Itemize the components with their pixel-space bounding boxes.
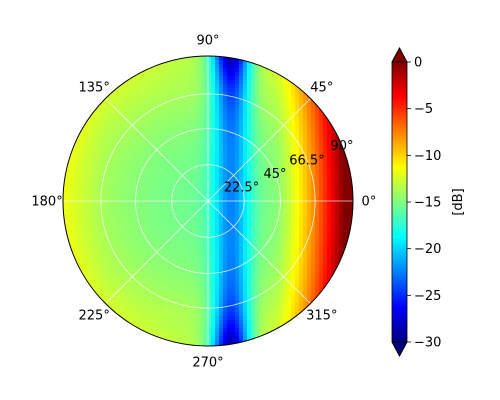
colorbar-extend-min	[391, 341, 408, 357]
polar-outline	[62, 55, 354, 347]
colorbar-tick-label: 0	[414, 56, 422, 71]
colorbar-tick-label: −30	[414, 336, 441, 351]
radial-tick-label: 22.5°	[224, 181, 259, 196]
radial-tick-label: 45°	[263, 167, 286, 182]
colorbar-tick-label: −10	[414, 149, 441, 164]
radial-tick-label: 66.5°	[289, 153, 324, 168]
colorbar-tick-label: −20	[414, 242, 441, 257]
theta-tick-label: 135°	[79, 81, 110, 96]
theta-tick-label: 270°	[192, 355, 223, 370]
colorbar-tick-label: −15	[414, 196, 441, 211]
theta-tick-label: 90°	[196, 34, 219, 49]
colorbar: 0 −5 −10 −15 −20 −25 −30 [dB]	[391, 47, 466, 357]
theta-tick-label: 0°	[362, 195, 377, 210]
theta-tick-label: 180°	[31, 195, 62, 210]
colorbar-tick-label: −5	[414, 102, 433, 117]
radial-tick-label: 90°	[330, 139, 353, 154]
radial-tick-labels: 22.5° 45°66.5° 90°	[224, 139, 354, 196]
colorbar-tick-label: −25	[414, 289, 441, 304]
theta-tick-label: 315°	[306, 308, 337, 323]
colorbar-label: [dB]	[451, 188, 466, 215]
heatmap-field	[63, 56, 353, 346]
theta-tick-label: 45°	[310, 81, 333, 96]
colorbar-extend-max	[391, 47, 408, 63]
theta-tick-labels: 0° 45° 90° 135° 180° 225° 270° 315°	[31, 34, 376, 371]
theta-tick-label: 225°	[79, 308, 110, 323]
polar-grid	[63, 56, 353, 346]
colorbar-gradient	[392, 62, 407, 342]
